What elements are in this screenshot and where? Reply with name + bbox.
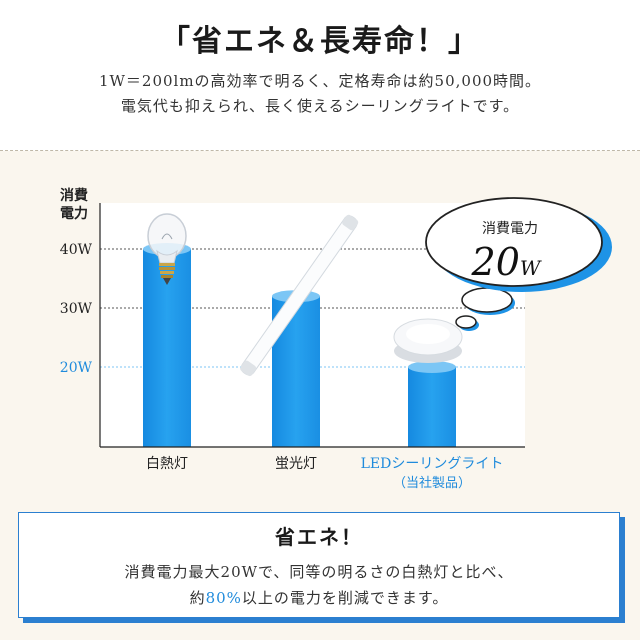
summary-title: 省エネ！ bbox=[19, 521, 619, 551]
incandescent-bulb-icon bbox=[147, 213, 187, 285]
summary-line-2-suffix: 以上の電力を削減できます。 bbox=[241, 589, 449, 607]
bar-body bbox=[408, 367, 456, 447]
y-tick-labels: 40W 30W 20W bbox=[60, 242, 93, 376]
y-axis-label-line-2: 電力 bbox=[60, 205, 88, 222]
summary-box: 省エネ！ 消費電力最大20Wで、同等の明るさの白熱灯と比べ、 約80%以上の電力… bbox=[18, 512, 620, 618]
intro-line-1: 1W＝200lmの高効率で明るく、定格寿命は約50,000時間。 bbox=[98, 72, 542, 90]
summary-line-2: 約80%以上の電力を削減できます。 bbox=[19, 587, 619, 608]
x-label-fluorescent: 蛍光灯 bbox=[275, 456, 317, 472]
thought-bubble: 消費電力 20W bbox=[425, 197, 612, 331]
bubble-label: 消費電力 bbox=[482, 221, 538, 237]
header-section: 「省エネ＆長寿命！」 1W＝200lmの高効率で明るく、定格寿命は約50,000… bbox=[0, 0, 640, 150]
summary-line-1: 消費電力最大20Wで、同等の明るさの白熱灯と比べ、 bbox=[124, 563, 514, 581]
bar-3 bbox=[408, 361, 456, 447]
summary-highlight: 80% bbox=[205, 589, 242, 607]
intro-line-2: 電気代も抑えられ、長く使えるシーリングライトです。 bbox=[120, 97, 520, 115]
fluorescent-tube-icon bbox=[240, 214, 359, 377]
y-tick-label: 30W bbox=[60, 301, 93, 317]
y-axis-label-line-1: 消費 bbox=[60, 187, 88, 204]
y-tick-label: 40W bbox=[60, 242, 93, 258]
led-ceiling-light-icon bbox=[393, 318, 463, 363]
bubble-value: 20W bbox=[471, 240, 542, 284]
x-label-led: LEDシーリングライト bbox=[361, 456, 504, 472]
y-tick-label: 20W bbox=[60, 360, 93, 376]
x-label-led-note: （当社製品） bbox=[393, 475, 471, 491]
section-divider bbox=[0, 150, 640, 151]
x-label-incandescent: 白熱灯 bbox=[146, 456, 188, 472]
page-title: 「省エネ＆長寿命！」 bbox=[160, 24, 480, 59]
summary-line-2-prefix: 約 bbox=[189, 589, 206, 607]
power-consumption-chart: 消費 電力 40W 30W 20W 消費電力 20W bbox=[60, 187, 612, 491]
bar-top bbox=[408, 361, 456, 373]
